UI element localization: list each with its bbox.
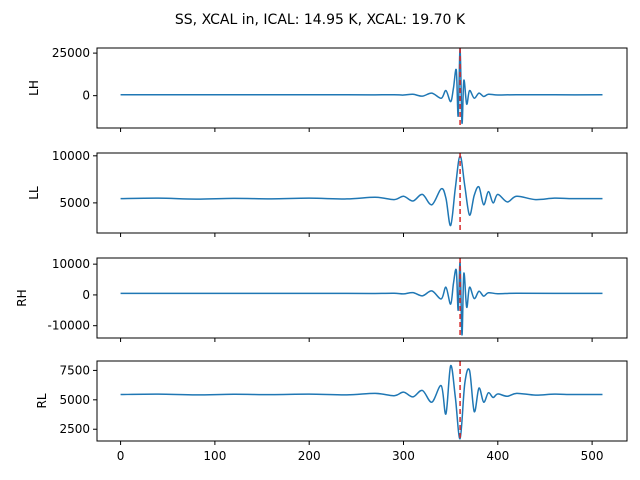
x-tick-label: 0	[117, 449, 125, 463]
y-tick-label: 7500	[59, 363, 90, 377]
axes-frame	[96, 360, 628, 442]
signal-line	[120, 155, 603, 227]
subplot-rl: 2500 5000 7500 0 100 200 300 400 500 RL	[35, 360, 628, 463]
x-tick-label: 400	[486, 449, 509, 463]
x-tick-label: 100	[203, 449, 226, 463]
axes-frame	[96, 152, 628, 234]
figure-title: SS, XCAL in, ICAL: 14.95 K, XCAL: 19.70 …	[175, 12, 466, 28]
y-tick-label: 5000	[59, 196, 90, 210]
subplot-ll: 5000 10000 LL	[27, 149, 628, 237]
y-tick-label: 5000	[59, 393, 90, 407]
x-tick-label: 500	[581, 449, 604, 463]
subplot-rh: -10000 0 10000 RH	[15, 257, 628, 342]
x-tick-label: 200	[298, 449, 321, 463]
x-tick-label: 300	[392, 449, 415, 463]
subplot-lh: 0 25000 LH	[27, 46, 628, 132]
y-tick-label: -10000	[47, 319, 90, 333]
y-tick-label: 10000	[52, 149, 90, 163]
axes-frame	[96, 257, 628, 339]
signal-line	[120, 48, 603, 124]
y-axis-label: LL	[27, 186, 41, 200]
signal-line	[120, 364, 603, 440]
axes-frame	[96, 47, 628, 129]
y-axis-label: RH	[15, 289, 29, 306]
signal-line	[120, 261, 603, 336]
y-axis-label: RL	[35, 393, 49, 408]
y-tick-label: 25000	[52, 46, 90, 60]
y-tick-label: 2500	[59, 422, 90, 436]
y-tick-label: 0	[82, 288, 90, 302]
y-tick-label: 10000	[52, 257, 90, 271]
y-tick-label: 0	[82, 89, 90, 103]
y-axis-label: LH	[27, 80, 41, 96]
